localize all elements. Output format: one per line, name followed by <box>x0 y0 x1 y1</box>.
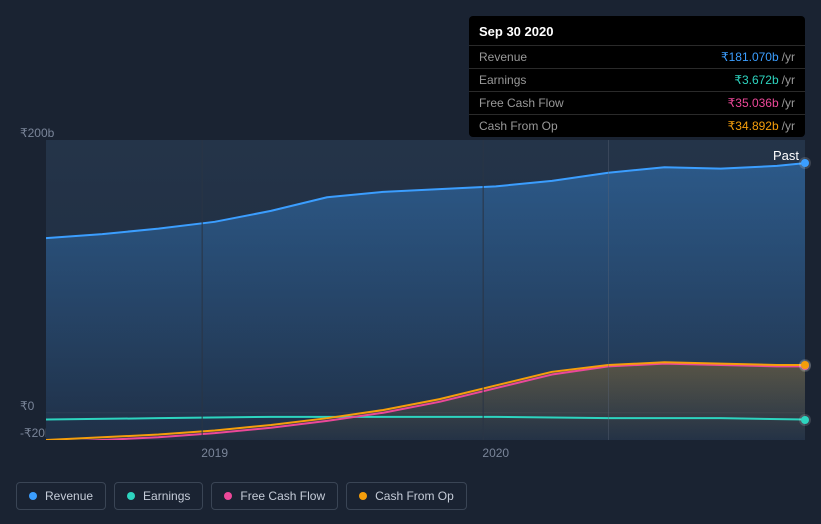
tooltip-row-label: Revenue <box>479 50 721 64</box>
legend-dot-icon <box>359 492 367 500</box>
legend-label: Earnings <box>143 489 190 503</box>
chart-area: ₹200b₹0-₹20b Past 20192020 <box>16 120 805 480</box>
legend: Revenue Earnings Free Cash Flow Cash From O… <box>16 482 467 510</box>
legend-label: Revenue <box>45 489 93 503</box>
legend-label: Free Cash Flow <box>240 489 325 503</box>
legend-label: Cash From Op <box>375 489 454 503</box>
tooltip-row-label: Free Cash Flow <box>479 96 728 110</box>
tooltip-panel: Sep 30 2020 Revenue₹181.070b /yrEarnings… <box>469 16 805 137</box>
tooltip-row-suffix: /yr <box>782 73 795 87</box>
tooltip-row-suffix: /yr <box>782 96 795 110</box>
series-end-marker <box>801 159 809 167</box>
legend-item[interactable]: Free Cash Flow <box>211 482 338 510</box>
tooltip-row-value: ₹34.892b <box>728 119 779 133</box>
legend-item[interactable]: Cash From Op <box>346 482 467 510</box>
tooltip-row: Revenue₹181.070b /yr <box>469 45 805 68</box>
hover-guide-line <box>608 140 609 440</box>
legend-item[interactable]: Revenue <box>16 482 106 510</box>
legend-item[interactable]: Earnings <box>114 482 203 510</box>
x-axis-label: 2019 <box>201 446 228 460</box>
tooltip-date: Sep 30 2020 <box>469 16 805 45</box>
series-end-marker <box>801 361 809 369</box>
tooltip-row-suffix: /yr <box>782 50 795 64</box>
legend-dot-icon <box>29 492 37 500</box>
past-label: Past <box>773 148 799 163</box>
tooltip-row-value: ₹3.672b <box>734 73 778 87</box>
x-axis-label: 2020 <box>482 446 509 460</box>
tooltip-row: Earnings₹3.672b /yr <box>469 68 805 91</box>
tooltip-row-label: Cash From Op <box>479 119 728 133</box>
tooltip-row-value: ₹181.070b <box>721 50 779 64</box>
plot-surface[interactable] <box>46 140 805 440</box>
tooltip-row: Cash From Op₹34.892b /yr <box>469 114 805 137</box>
legend-dot-icon <box>224 492 232 500</box>
series-end-marker <box>801 416 809 424</box>
tooltip-row-label: Earnings <box>479 73 734 87</box>
tooltip-row-value: ₹35.036b <box>728 96 779 110</box>
y-axis-label: ₹200b <box>20 126 54 140</box>
y-axis-label: ₹0 <box>20 399 34 413</box>
tooltip-row: Free Cash Flow₹35.036b /yr <box>469 91 805 114</box>
legend-dot-icon <box>127 492 135 500</box>
tooltip-row-suffix: /yr <box>782 119 795 133</box>
